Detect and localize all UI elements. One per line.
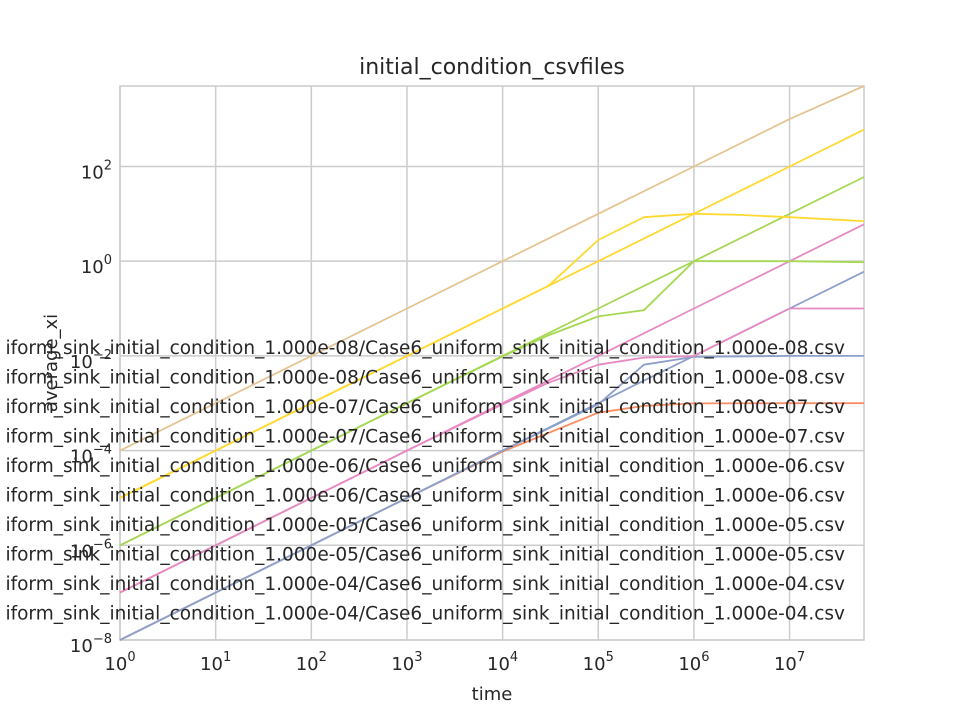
x-tick-label: 100 <box>104 650 135 675</box>
legend-entry-3: iform_sink_initial_condition_1.000e-07/C… <box>5 397 845 418</box>
legend-entry-7: iform_sink_initial_condition_1.000e-05/C… <box>5 515 845 536</box>
legend-entry-10: iform_sink_initial_condition_1.000e-04/C… <box>5 604 845 625</box>
x-tick-label: 106 <box>678 650 709 675</box>
x-tick-label: 105 <box>583 650 614 675</box>
legend-entry-1: iform_sink_initial_condition_1.000e-08/C… <box>5 338 845 359</box>
y-tick-label: 10−8 <box>70 632 112 657</box>
x-tick-labels: 100 101 102 103 104 105 106 107 <box>104 650 805 675</box>
x-axis-title: time <box>472 684 513 705</box>
legend-entry-8: iform_sink_initial_condition_1.000e-05/C… <box>5 545 845 566</box>
y-tick-label: 102 <box>81 158 112 183</box>
series-line-3 <box>119 354 864 641</box>
legend-entry-2: iform_sink_initial_condition_1.000e-08/C… <box>5 368 845 389</box>
x-tick-label: 104 <box>487 650 518 675</box>
x-tick-label: 107 <box>774 650 805 675</box>
series-line-7 <box>119 260 865 547</box>
chart-title: initial_condition_csvfiles <box>359 55 625 80</box>
y-tick-label: 10−2 <box>70 348 112 373</box>
y-tick-labels: 10−8 10−6 10−4 10−2 100 102 <box>70 158 112 657</box>
y-tick-label: 100 <box>81 253 112 278</box>
y-axis-title: average_xi <box>41 314 62 412</box>
series-lines <box>119 85 865 641</box>
series-line-9 <box>119 212 865 499</box>
legend-entry-5: iform_sink_initial_condition_1.000e-06/C… <box>5 456 845 477</box>
grid <box>119 86 864 641</box>
legend: iform_sink_initial_condition_1.000e-08/C… <box>5 338 845 625</box>
x-tick-label: 102 <box>296 650 327 675</box>
x-tick-label: 103 <box>391 650 422 675</box>
series-line-5 <box>119 307 864 594</box>
legend-entry-4: iform_sink_initial_condition_1.000e-07/C… <box>5 427 845 448</box>
y-tick-label: 10−6 <box>70 537 112 562</box>
series-line-10 <box>119 85 865 452</box>
plot-area <box>119 85 865 641</box>
legend-entry-6: iform_sink_initial_condition_1.000e-06/C… <box>5 486 845 507</box>
legend-entry-9: iform_sink_initial_condition_1.000e-04/C… <box>5 574 845 595</box>
x-tick-label: 101 <box>200 650 231 675</box>
y-tick-label: 10−4 <box>70 443 112 468</box>
